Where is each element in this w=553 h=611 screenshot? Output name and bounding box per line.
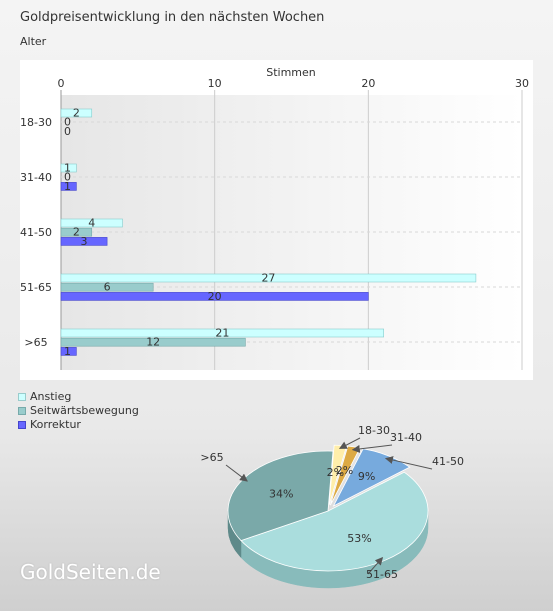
bar-korrektur: [60, 292, 369, 301]
bar-value-label: 21: [215, 327, 229, 340]
bar-value-label: 3: [81, 235, 88, 248]
pie-callout-label: 51-65: [366, 568, 398, 581]
bar-value-label: 2: [73, 107, 80, 120]
pie-callout-label: >65: [200, 451, 223, 464]
bar-value-label: 20: [208, 290, 222, 303]
pie-percent-label: 9%: [358, 470, 375, 483]
y-tick-label: >65: [24, 336, 47, 349]
pie-callout-label: 31-40: [390, 431, 422, 444]
pie-percent-label: 2%: [336, 464, 353, 477]
pie-callout-arrow: [225, 464, 248, 482]
bar-value-label: 12: [146, 336, 160, 349]
bar-anstieg: [60, 328, 385, 338]
y-tick-label: 31-40: [20, 171, 52, 184]
bar-anstieg: [60, 273, 477, 283]
bar-value-label: 0: [64, 171, 71, 184]
bar-value-label: 1: [64, 345, 71, 358]
bar-value-label: 2: [73, 226, 80, 239]
legend-swatch: [18, 407, 26, 415]
x-tick-label: 10: [208, 77, 222, 90]
bar-value-label: 6: [104, 281, 111, 294]
bar-value-label: 27: [261, 272, 275, 285]
watermark-logo: GoldSeiten.de: [20, 560, 161, 584]
bar-seitwärtsbewegung: [60, 227, 93, 237]
pie-callout-arrow: [384, 456, 433, 470]
bar-anstieg: [60, 163, 77, 173]
y-tick-label: 51-65: [20, 281, 52, 294]
bar-value-label: 1: [64, 180, 71, 193]
bar-value-label: 1: [64, 162, 71, 175]
y-tick-label: 18-30: [20, 116, 52, 129]
legend-label: Anstieg: [30, 390, 72, 403]
pie-callout-label: 41-50: [432, 455, 464, 468]
legend-swatch: [18, 393, 26, 401]
x-tick-label: 0: [58, 77, 65, 90]
bar-anstieg: [60, 108, 93, 118]
bar-value-label: 4: [88, 217, 95, 230]
pie-percent-label: 2%: [327, 466, 344, 479]
pie-callout-arrow: [367, 556, 384, 575]
bar-korrektur: [60, 237, 108, 246]
pie-callout-arrow: [351, 444, 393, 453]
pie-slice-51-65: [240, 471, 429, 572]
x-tick-label: 20: [361, 77, 375, 90]
legend-swatch: [18, 421, 26, 429]
legend: Anstieg Seitwärtsbewegung Korrektur: [18, 390, 139, 432]
pie-callout-label: 18-30: [358, 424, 390, 437]
bar-seitwärtsbewegung: [60, 337, 246, 347]
y-tick-label: 41-50: [20, 226, 52, 239]
x-tick-label: 30: [515, 77, 529, 90]
legend-label: Korrektur: [30, 418, 81, 431]
bar-anstieg: [60, 218, 123, 228]
bar-value-label: 0: [64, 125, 71, 138]
bar-seitwärtsbewegung: [60, 282, 154, 292]
bar-korrektur: [60, 347, 77, 356]
pie-percent-label: 53%: [347, 532, 371, 545]
chart-title: Goldpreisentwicklung in den nächsten Woc…: [20, 10, 325, 25]
legend-label: Seitwärtsbewegung: [30, 404, 139, 417]
legend-item-anstieg: Anstieg: [18, 390, 139, 404]
chart-subtitle: Alter: [20, 35, 47, 48]
pie-percent-label: 34%: [269, 488, 293, 501]
x-axis-label: Stimmen: [266, 66, 316, 79]
bar-chart: 0 10 20 3018-3020031-4010141-5042351-652762…: [20, 66, 529, 370]
legend-item-korrektur: Korrektur: [18, 418, 139, 432]
bar-korrektur: [60, 182, 77, 191]
pie-callout-arrow: [338, 437, 361, 449]
bar-value-label: 0: [64, 116, 71, 129]
legend-item-seitwaerts: Seitwärtsbewegung: [18, 404, 139, 418]
